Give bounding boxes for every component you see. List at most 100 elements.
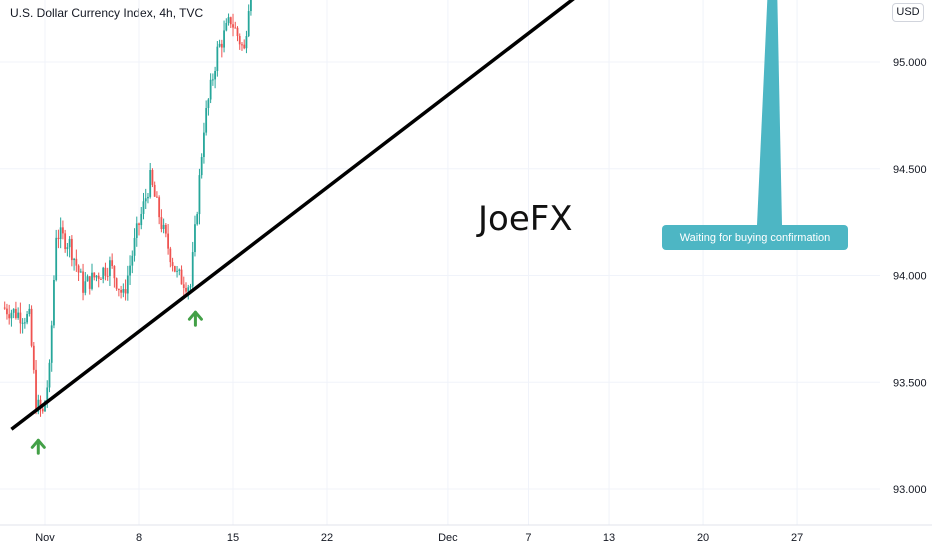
- candle: [142, 201, 145, 214]
- candle: [19, 312, 22, 324]
- candle: [178, 269, 181, 271]
- candle: [46, 387, 49, 401]
- candle: [234, 27, 237, 29]
- candle: [84, 281, 87, 293]
- candle: [216, 46, 219, 72]
- candle: [205, 108, 208, 133]
- y-tick-label: 93.500: [893, 377, 927, 389]
- y-tick-label: 93.000: [893, 484, 927, 496]
- candle: [140, 213, 143, 226]
- x-tick-label: 22: [321, 532, 333, 544]
- candle: [209, 79, 212, 100]
- candle: [126, 275, 129, 294]
- candle: [106, 275, 109, 277]
- candle: [48, 362, 51, 388]
- candle: [39, 399, 42, 409]
- candle: [171, 262, 174, 267]
- candle: [194, 224, 196, 253]
- candle: [64, 233, 67, 250]
- candle: [55, 237, 58, 281]
- candle: [93, 272, 96, 278]
- candle: [167, 233, 170, 249]
- candle: [30, 308, 33, 346]
- candle: [211, 79, 214, 81]
- candle: [15, 308, 17, 318]
- candle: [109, 260, 111, 277]
- candle: [176, 270, 178, 272]
- x-tick-label: 27: [791, 532, 803, 544]
- y-tick-label: 95.000: [893, 57, 927, 69]
- candle: [37, 399, 40, 412]
- candle: [182, 284, 185, 288]
- candle: [135, 223, 138, 238]
- candle: [88, 276, 91, 289]
- candle: [62, 227, 64, 234]
- candle: [220, 43, 223, 48]
- candle: [100, 278, 102, 280]
- candle: [12, 308, 15, 313]
- candle: [164, 224, 167, 234]
- x-tick-label: 15: [227, 532, 239, 544]
- candle: [229, 17, 232, 25]
- candle: [225, 22, 228, 31]
- candle: [162, 224, 165, 230]
- candle: [187, 287, 190, 292]
- candle: [17, 312, 20, 318]
- candle: [203, 132, 205, 158]
- candle: [10, 312, 13, 319]
- candle: [133, 237, 136, 256]
- candle: [79, 271, 82, 273]
- currency-button[interactable]: USD: [892, 3, 924, 22]
- candle: [68, 238, 71, 248]
- candle: [124, 289, 127, 294]
- candle: [35, 369, 37, 412]
- callout-text: Waiting for buying confirmation: [680, 232, 831, 244]
- candle: [59, 227, 62, 239]
- candle: [129, 265, 131, 276]
- candle: [53, 280, 55, 326]
- candle: [238, 36, 241, 45]
- candle: [21, 322, 24, 324]
- price-axis[interactable]: 97.00096.50096.00095.50095.00094.50094.0…: [893, 0, 927, 496]
- candle: [97, 275, 100, 279]
- time-axis[interactable]: Nov 8 15 22 Dec 7 13 20 27: [35, 532, 803, 544]
- marker-layer: [30, 310, 203, 455]
- callout-box: [662, 225, 848, 250]
- candle: [70, 238, 73, 261]
- x-tick-label: 20: [697, 532, 709, 544]
- candle: [6, 308, 8, 315]
- x-tick-label: 7: [525, 532, 531, 544]
- grid: [0, 0, 932, 526]
- candle: [180, 269, 183, 285]
- candle: [50, 325, 53, 363]
- candle: [200, 157, 203, 176]
- candle: [158, 197, 161, 218]
- brand-watermark: JoeFX: [476, 199, 573, 239]
- candle: [82, 271, 84, 293]
- callout: Waiting for buying confirmation: [662, 0, 848, 250]
- candle: [153, 184, 156, 197]
- candle: [95, 275, 98, 278]
- candle: [8, 314, 11, 319]
- candle: [111, 260, 114, 266]
- candle: [227, 17, 230, 23]
- trendline-layer: [10, 0, 575, 431]
- candle: [66, 247, 69, 250]
- candle: [185, 287, 187, 292]
- candle: [232, 24, 234, 28]
- candle: [169, 248, 172, 263]
- candle: [247, 11, 250, 37]
- candle: [138, 223, 140, 226]
- candle: [41, 408, 44, 412]
- candle: [26, 314, 28, 323]
- chart-title: U.S. Dollar Currency Index, 4h, TVC: [10, 6, 204, 20]
- candle: [23, 322, 26, 324]
- candle: [57, 237, 60, 239]
- y-tick-label: 94.000: [893, 271, 927, 283]
- y-tick-label: 94.500: [893, 164, 927, 176]
- candle: [115, 278, 118, 289]
- candle: [147, 196, 149, 199]
- candle: [44, 400, 46, 412]
- candle: [122, 289, 125, 293]
